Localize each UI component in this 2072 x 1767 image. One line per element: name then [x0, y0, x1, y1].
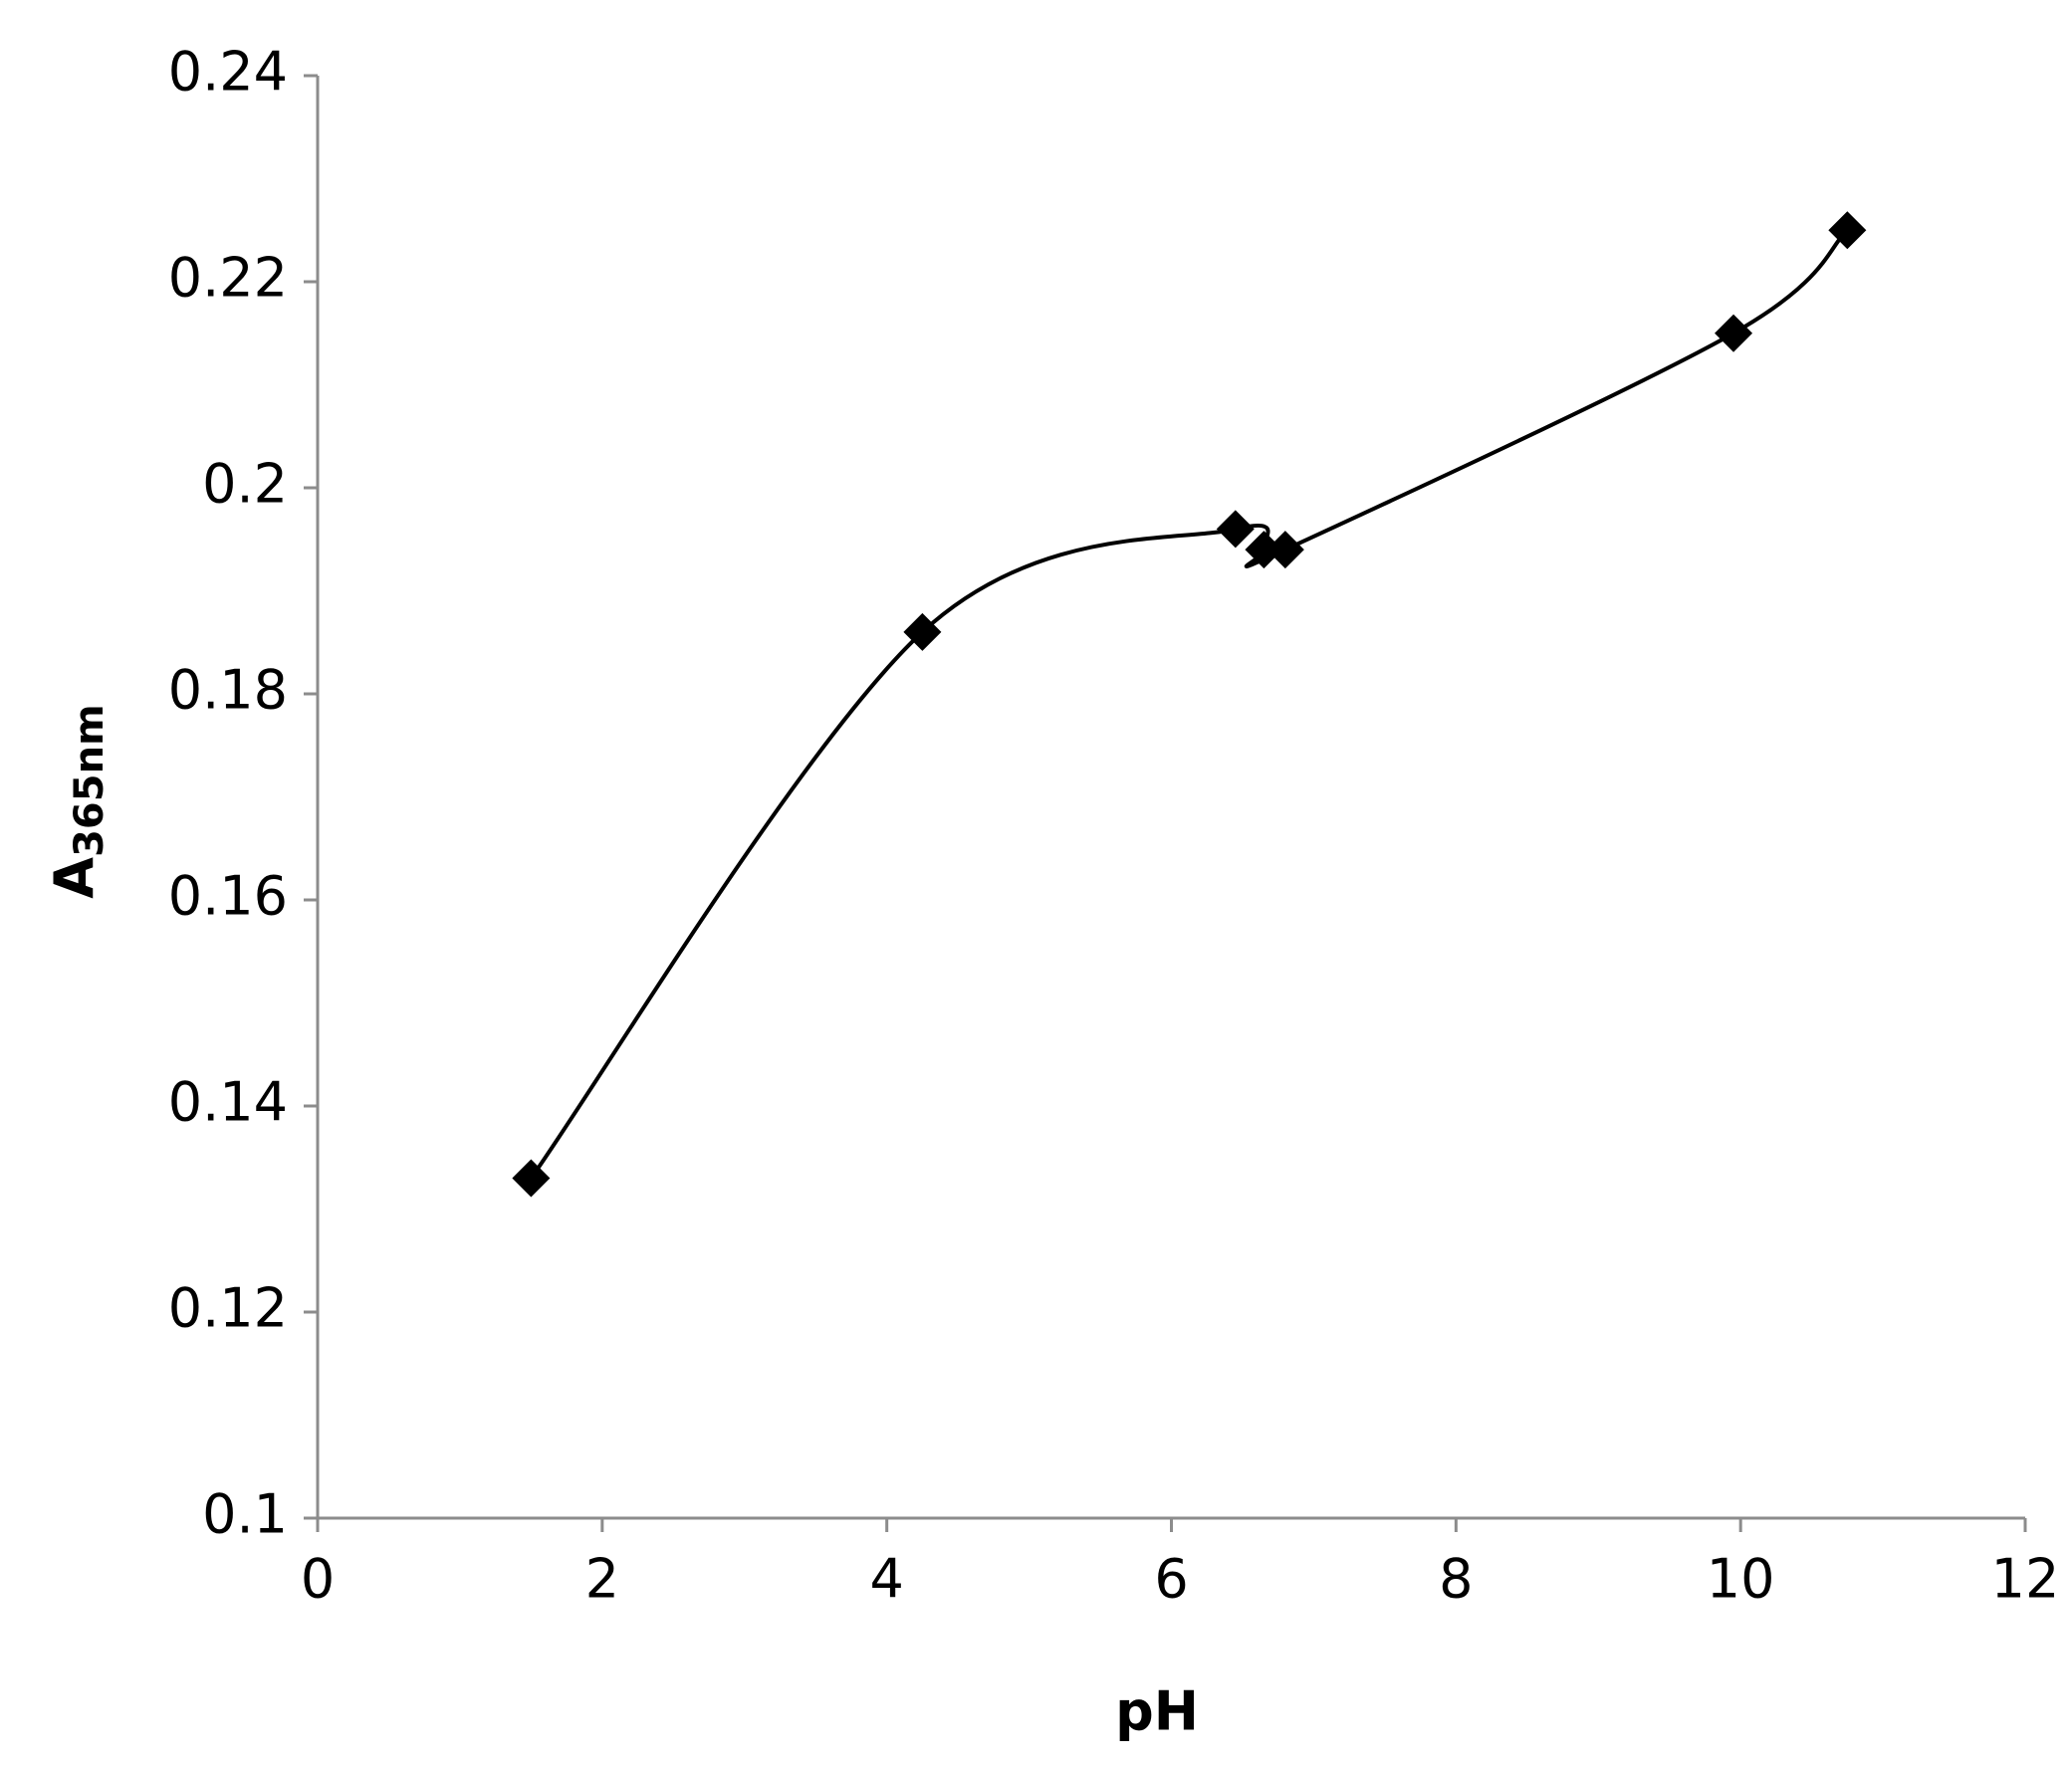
- data-point: [1715, 314, 1753, 352]
- y-tick-label: 0.22: [168, 247, 288, 310]
- y-axis-label: A365nm: [43, 704, 113, 898]
- data-point: [1245, 531, 1283, 569]
- data-point: [512, 1159, 551, 1198]
- y-axis-label-main: A: [43, 857, 106, 899]
- x-tick-label: 10: [1707, 1548, 1775, 1611]
- y-tick-label: 0.18: [168, 659, 288, 722]
- data-line: [529, 228, 1849, 1180]
- x-tick-label: 12: [1991, 1548, 2060, 1611]
- x-axis-label: pH: [1115, 1680, 1199, 1743]
- y-tick-label: 0.16: [168, 865, 288, 928]
- x-tick-label: 0: [301, 1548, 335, 1611]
- y-tick-label: 0.24: [168, 41, 288, 104]
- y-tick-label: 0.1: [202, 1483, 288, 1546]
- data-point: [1216, 510, 1255, 549]
- y-tick-label: 0.14: [168, 1071, 288, 1134]
- data-point: [903, 612, 942, 651]
- y-tick-label: 0.2: [202, 453, 288, 516]
- y-tick-label: 0.12: [168, 1277, 288, 1340]
- x-tick-label: 8: [1439, 1548, 1473, 1611]
- data-point: [1828, 211, 1867, 250]
- y-axis-label-subscript: 365nm: [67, 704, 113, 857]
- data-point: [1266, 531, 1304, 569]
- x-tick-label: 2: [585, 1548, 619, 1611]
- x-tick-label: 6: [1154, 1548, 1188, 1611]
- x-tick-label: 4: [869, 1548, 903, 1611]
